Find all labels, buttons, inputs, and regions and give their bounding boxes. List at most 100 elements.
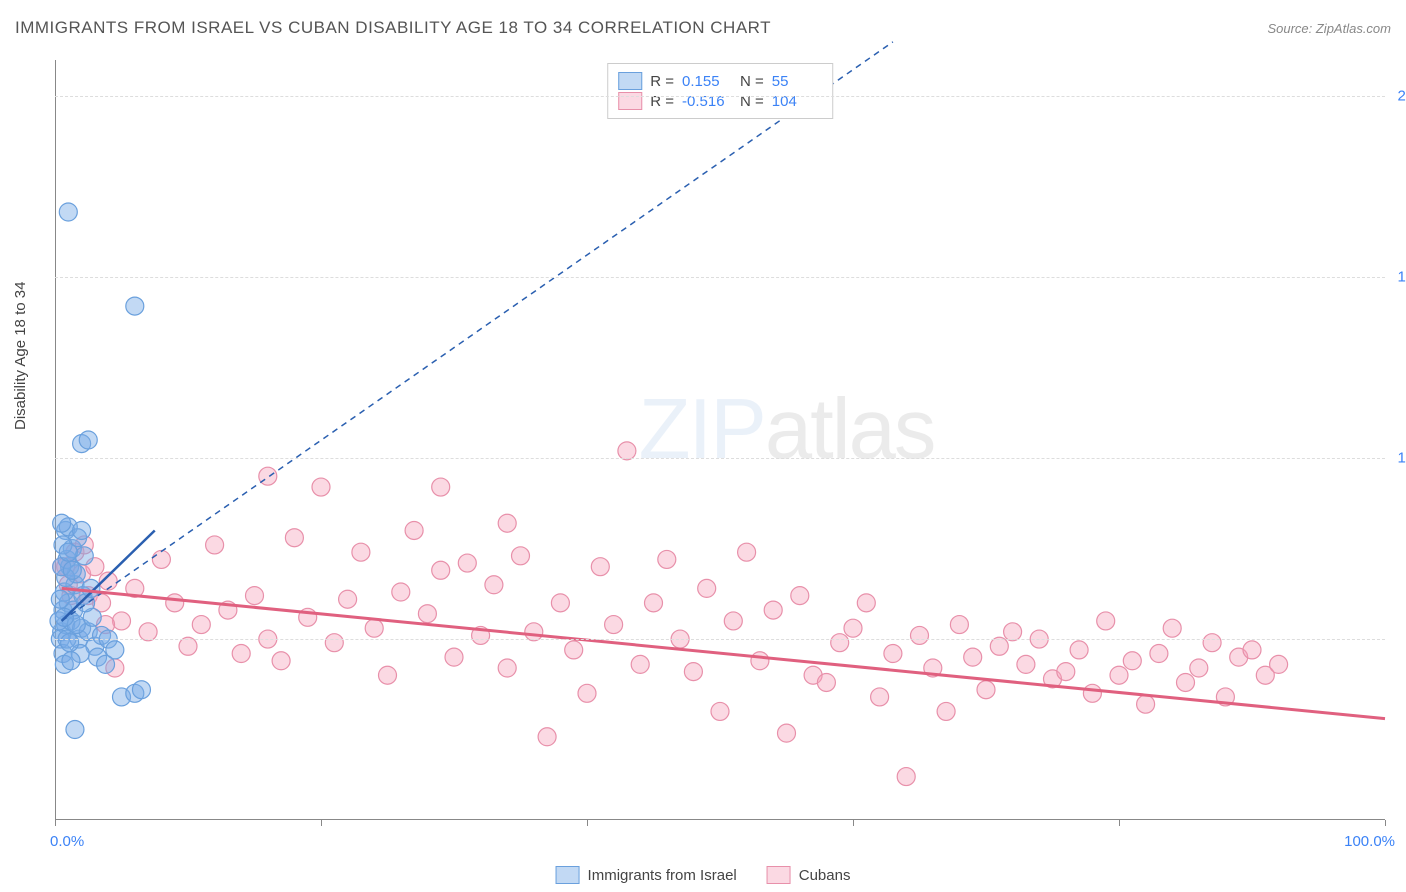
scatter-point — [1137, 695, 1155, 713]
x-axis-start-label: 0.0% — [50, 833, 84, 850]
stats-row-series1: R = 0.155 N = 55 — [618, 72, 822, 90]
scatter-point — [950, 616, 968, 634]
scatter-point — [53, 514, 71, 532]
scatter-point — [1017, 655, 1035, 673]
grid-line — [55, 458, 1385, 459]
scatter-point — [831, 634, 849, 652]
scatter-point — [126, 297, 144, 315]
swatch-series1 — [618, 72, 642, 90]
scatter-point — [751, 652, 769, 670]
scatter-point — [565, 641, 583, 659]
scatter-point — [1177, 673, 1195, 691]
scatter-point — [1203, 634, 1221, 652]
scatter-point — [738, 543, 756, 561]
scatter-point — [1057, 663, 1075, 681]
correlation-stats-box: R = 0.155 N = 55 R = -0.516 N = 104 — [607, 63, 833, 119]
y-tick-label: 20.0% — [1390, 88, 1406, 105]
trend-line — [62, 588, 1385, 718]
source-attribution: Source: ZipAtlas.com — [1267, 21, 1391, 36]
scatter-point — [911, 626, 929, 644]
scatter-point — [937, 702, 955, 720]
x-axis-end-label: 100.0% — [1344, 833, 1395, 850]
scatter-svg — [55, 60, 1385, 820]
scatter-point — [365, 619, 383, 637]
x-tick — [321, 820, 322, 826]
scatter-point — [724, 612, 742, 630]
x-tick — [853, 820, 854, 826]
scatter-point — [1243, 641, 1261, 659]
scatter-point — [778, 724, 796, 742]
grid-line — [55, 96, 1385, 97]
scatter-point — [884, 645, 902, 663]
scatter-point — [272, 652, 290, 670]
scatter-point — [63, 561, 81, 579]
scatter-point — [445, 648, 463, 666]
scatter-point — [485, 576, 503, 594]
chart-title: IMMIGRANTS FROM ISRAEL VS CUBAN DISABILI… — [15, 18, 771, 38]
x-tick — [1119, 820, 1120, 826]
scatter-point — [498, 514, 516, 532]
scatter-point — [62, 652, 80, 670]
scatter-point — [97, 655, 115, 673]
scatter-point — [844, 619, 862, 637]
scatter-point — [232, 645, 250, 663]
scatter-point — [764, 601, 782, 619]
scatter-point — [339, 590, 357, 608]
scatter-point — [66, 721, 84, 739]
swatch-series1 — [556, 866, 580, 884]
scatter-point — [59, 543, 77, 561]
scatter-point — [392, 583, 410, 601]
scatter-point — [698, 579, 716, 597]
swatch-series2 — [767, 866, 791, 884]
grid-line — [55, 639, 1385, 640]
trend-line — [62, 42, 893, 621]
scatter-point — [1190, 659, 1208, 677]
scatter-point — [79, 431, 97, 449]
scatter-point — [605, 616, 623, 634]
scatter-point — [977, 681, 995, 699]
scatter-point — [1123, 652, 1141, 670]
scatter-point — [1163, 619, 1181, 637]
scatter-point — [61, 634, 79, 652]
chart-plot-area: ZIPatlas R = 0.155 N = 55 R = -0.516 N =… — [55, 60, 1385, 820]
scatter-point — [432, 561, 450, 579]
scatter-point — [75, 547, 93, 565]
y-tick-label: 10.0% — [1390, 450, 1406, 467]
scatter-point — [817, 673, 835, 691]
scatter-point — [631, 655, 649, 673]
scatter-point — [152, 550, 170, 568]
x-tick — [1385, 820, 1386, 826]
scatter-point — [538, 728, 556, 746]
scatter-point — [418, 605, 436, 623]
scatter-point — [964, 648, 982, 666]
scatter-point — [51, 590, 69, 608]
y-axis-label: Disability Age 18 to 34 — [12, 282, 29, 430]
scatter-point — [379, 666, 397, 684]
scatter-point — [312, 478, 330, 496]
scatter-point — [645, 594, 663, 612]
scatter-point — [684, 663, 702, 681]
scatter-point — [578, 684, 596, 702]
scatter-point — [498, 659, 516, 677]
scatter-point — [59, 203, 77, 221]
legend-item-series1: Immigrants from Israel — [556, 866, 737, 884]
scatter-point — [591, 558, 609, 576]
scatter-point — [1110, 666, 1128, 684]
scatter-point — [206, 536, 224, 554]
scatter-point — [1083, 684, 1101, 702]
scatter-point — [551, 594, 569, 612]
scatter-point — [871, 688, 889, 706]
scatter-point — [432, 478, 450, 496]
legend: Immigrants from Israel Cubans — [556, 866, 851, 884]
scatter-point — [1270, 655, 1288, 673]
x-tick — [587, 820, 588, 826]
scatter-point — [791, 587, 809, 605]
scatter-point — [192, 616, 210, 634]
legend-item-series2: Cubans — [767, 866, 851, 884]
scatter-point — [82, 579, 100, 597]
swatch-series2 — [618, 92, 642, 110]
scatter-point — [246, 587, 264, 605]
scatter-point — [113, 612, 131, 630]
scatter-point — [857, 594, 875, 612]
stats-row-series2: R = -0.516 N = 104 — [618, 92, 822, 110]
